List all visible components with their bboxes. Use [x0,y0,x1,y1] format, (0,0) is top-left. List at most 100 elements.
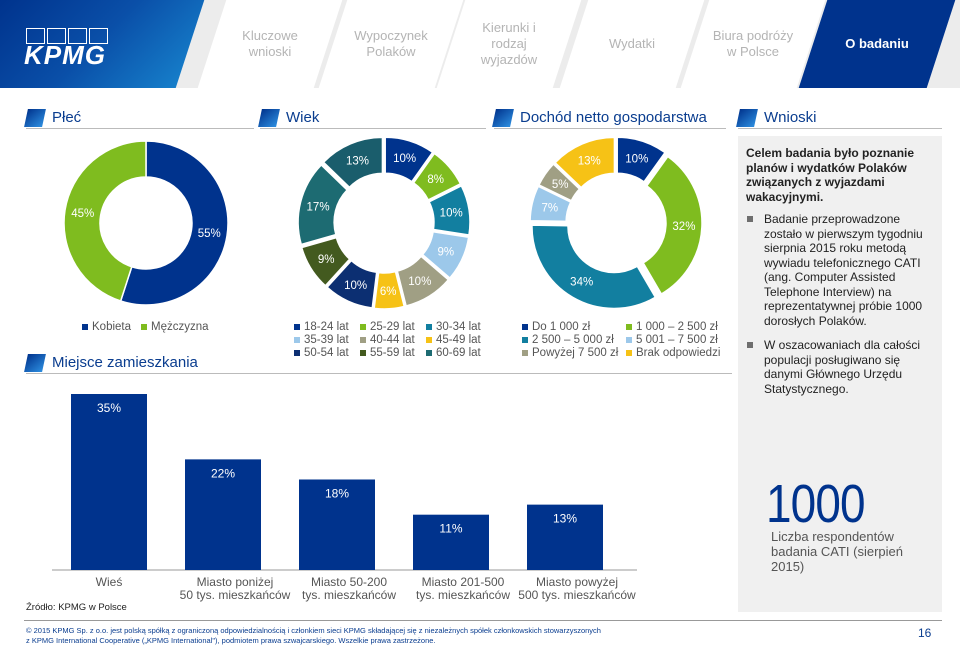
bar-category-label: Wieś [96,575,123,589]
section-title-gender: Płeć [24,107,254,129]
logo-panel: KPMG [0,0,220,88]
bar [185,459,261,570]
donut-data-label: 6% [380,286,397,298]
donut-segment [119,140,229,306]
tab-travel-agencies[interactable]: Biura podróży w Polsce [680,0,826,88]
donut-segment [428,184,471,236]
bar-category-label: 500 tys. mieszkańców [518,588,636,602]
donut-data-label: 55% [198,228,221,240]
donut-data-label: 10% [344,280,367,292]
bar-data-label: 18% [325,486,349,500]
tab-about-study[interactable]: O badaniu [798,0,956,88]
section-title-income: Dochód netto gospodarstwa [492,107,726,129]
donut-data-label: 13% [578,155,601,167]
income-donut-chart: 10% 32% 34% 7% 5% 13% [529,136,703,310]
bar-category-label: tys. mieszkańców [302,588,396,602]
gender-donut-chart: 55% 45% [63,140,229,306]
legend-item: 40-44 lat [360,333,426,346]
footer-legal-line: © 2015 KPMG Sp. z o.o. jest polską spółk… [26,626,601,635]
donut-data-label: 8% [427,174,444,186]
bar-category-label: Miasto 201-500 [422,575,505,589]
donut-data-label: 9% [318,254,335,266]
conclusions-panel [738,136,942,612]
footer-legal-line: z KPMG International Cooperative („KPMG … [26,636,436,645]
donut-segment [396,255,450,307]
bar-category-label: Miasto powyżej [536,575,618,589]
donut-data-label: 17% [307,201,330,213]
bar-category-label: 50 tys. mieszkańców [180,588,291,602]
donut-data-label: 7% [542,202,559,214]
gender-legend: Kobieta Mężczyzna [82,320,209,333]
donut-data-label: 32% [672,221,695,233]
donut-segment [531,224,657,310]
legend-item: Brak odpowiedzi [626,346,726,359]
conclusions-intro: Celem badania było poznanie planów i wyd… [746,146,915,204]
legend-item: Powyżej 7 500 zł [522,346,626,359]
legend-item: 1 000 – 2 500 zł [626,320,726,333]
donut-segment [322,136,384,189]
tab-leisure[interactable]: Wypoczynek Polaków [318,0,464,88]
donut-segment [537,163,581,202]
bar-category-label: tys. mieszkańców [416,588,510,602]
donut-data-label: 13% [346,155,369,167]
legend-item: 18-24 lat [294,320,360,333]
conclusion-bullet: Badanie przeprowadzone zostało w pierwsz… [746,212,938,328]
donut-segment [384,136,434,183]
tab-key-findings[interactable]: Kluczowe wnioski [197,0,343,88]
top-navigation: KPMG Kluczowe wnioski Wypoczynek Polaków… [0,0,960,88]
respondent-count: 1000 [766,474,866,534]
donut-segment [300,236,351,287]
donut-data-label: 10% [625,153,648,165]
donut-segment [421,230,470,280]
section-title-residence: Miejsce zamieszkania [24,352,732,374]
legend-item: 55-59 lat [360,346,426,359]
legend-item: 2 500 – 5 000 zł [522,333,626,346]
legend-item: Kobieta [82,320,131,333]
section-marker-icon [736,108,758,127]
section-title-age: Wiek [258,107,486,129]
donut-data-label: 5% [552,179,569,191]
income-legend: Do 1 000 zł 1 000 – 2 500 zł 2 500 – 5 0… [522,320,726,359]
donut-segment [554,136,616,189]
donut-data-label: 9% [437,246,454,258]
kpmg-logo-boxes [26,28,108,44]
tab-expenses[interactable]: Wydatki [559,0,705,88]
conclusion-bullet: W oszacowaniach dla całości populacji po… [746,338,938,396]
legend-item: 25-29 lat [360,320,426,333]
kpmg-logo: KPMG [24,40,106,70]
tab-destinations[interactable]: Kierunki i rodzaj wyjazdów [436,0,582,88]
donut-data-label: 34% [570,277,593,289]
legend-item: 35-39 lat [294,333,360,346]
donut-segment [642,155,703,296]
legend-item: 50-54 lat [294,346,360,359]
donut-data-label: 45% [71,208,94,220]
section-marker-icon [258,108,280,127]
page-number: 16 [918,626,932,640]
bar-data-label: 13% [553,512,577,526]
source-note: Źródło: KPMG w Polsce [26,602,127,613]
legend-item: 5 001 – 7 500 zł [626,333,726,346]
donut-segment [297,163,349,246]
age-legend: 18-24 lat 25-29 lat 30-34 lat 35-39 lat … [294,320,492,359]
legend-item: Do 1 000 zł [522,320,626,333]
section-title-conclusions: Wnioski [736,107,942,129]
legend-item: 60-69 lat [426,346,492,359]
donut-segment [529,185,572,223]
donut-data-label: 10% [393,153,416,165]
donut-segment [616,136,667,183]
respondent-count-caption: Liczba respondentów badania CATI (sierpi… [771,529,903,574]
section-marker-icon [24,353,46,372]
legend-item: 45-49 lat [426,333,492,346]
bar-data-label: 11% [439,522,462,536]
footer-legal: © 2015 KPMG Sp. z o.o. jest polską spółk… [26,626,726,646]
section-marker-icon [24,108,46,127]
bar [299,479,375,570]
donut-data-label: 10% [440,208,463,220]
bar [413,514,489,570]
bar-data-label: 35% [97,401,121,415]
age-donut-chart: 10% 8% 10% 9% 10% 6% 10% 9% 17% 13% [297,136,471,310]
bar-category-label: Miasto poniżej [197,575,274,589]
legend-item: Mężczyzna [141,320,209,333]
legend-item: 30-34 lat [426,320,492,333]
